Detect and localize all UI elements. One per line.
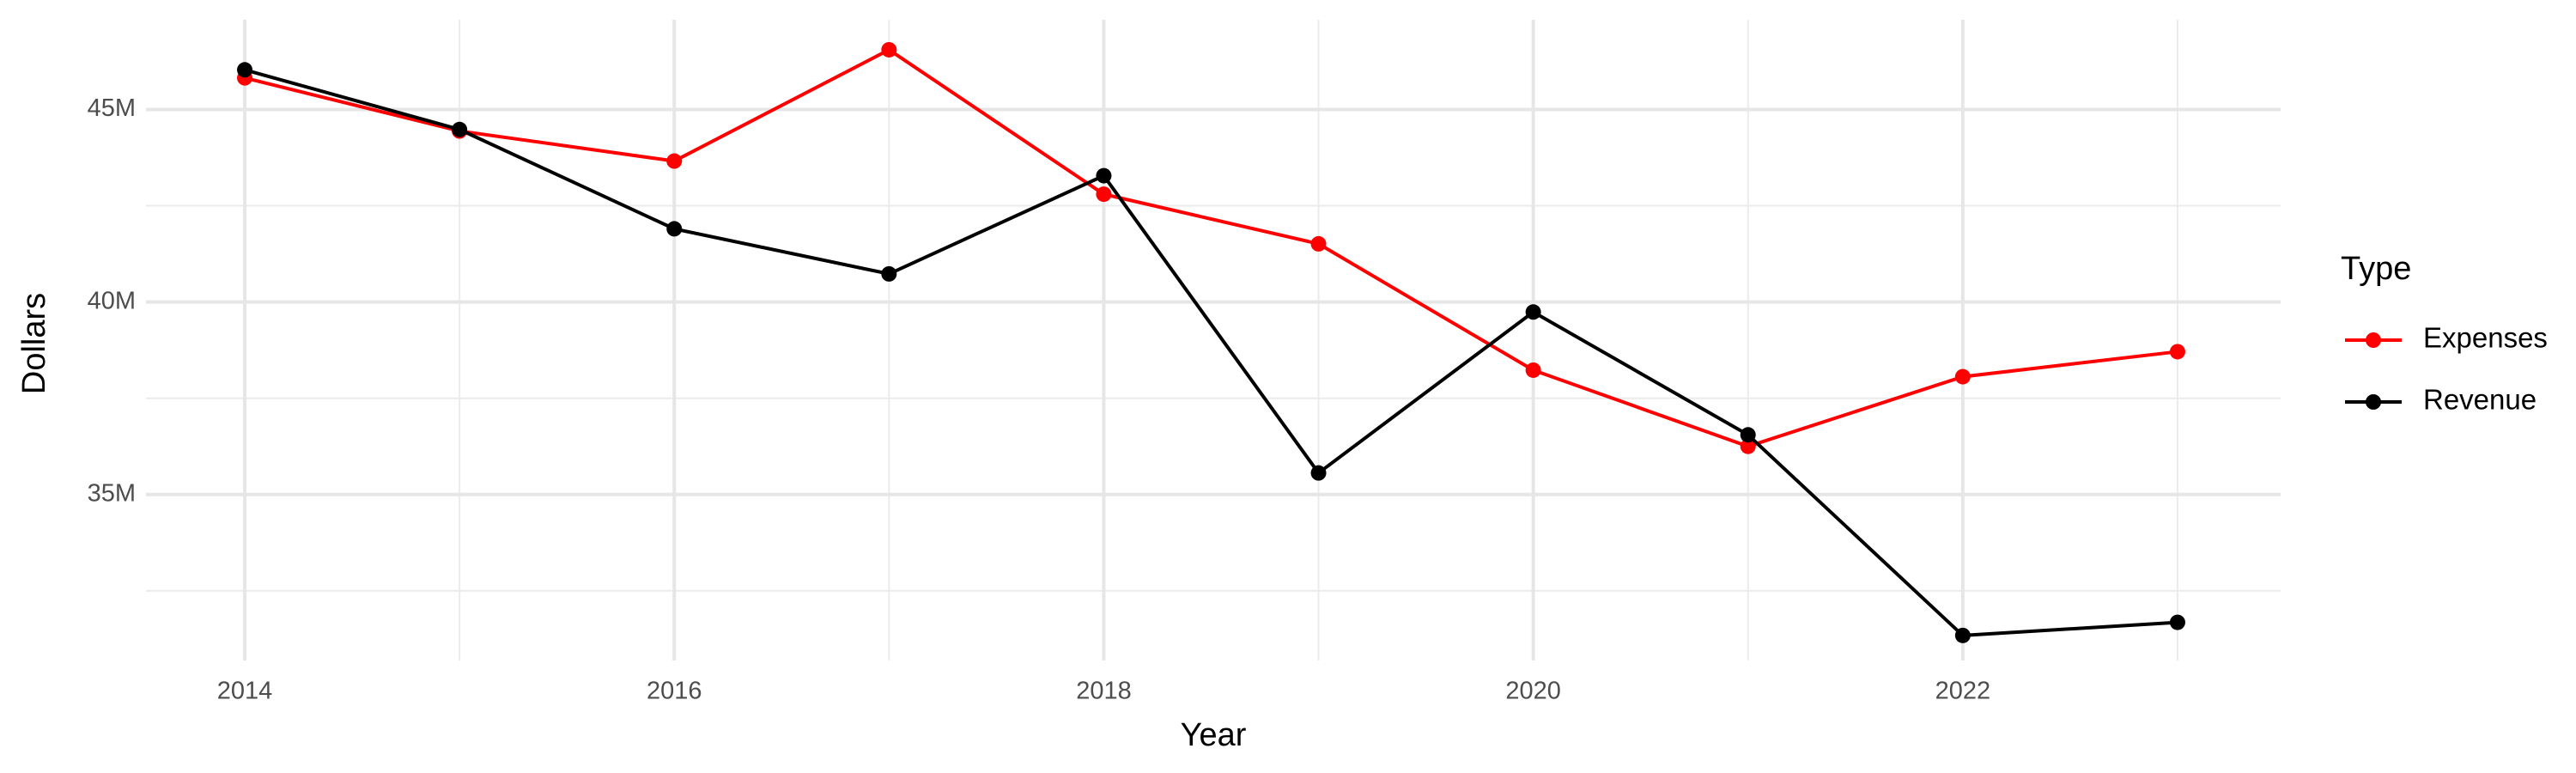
data-point [1525, 362, 1541, 378]
data-point [1954, 627, 1971, 643]
y-axis-title: Dollars [16, 293, 52, 394]
data-point [881, 265, 897, 282]
data-point [1096, 167, 1112, 184]
data-point [1310, 465, 1327, 481]
x-tick-label: 2022 [1935, 678, 1991, 705]
y-tick-label: 40M [88, 287, 136, 314]
x-axis-title: Year [1181, 717, 1247, 753]
y-tick-label: 35M [88, 479, 136, 507]
data-point [1740, 427, 1756, 443]
grid [146, 20, 2281, 660]
legend-title: Type [2341, 251, 2411, 287]
legend-label: Expenses [2423, 322, 2548, 354]
data-point [1525, 304, 1541, 320]
data-point [2169, 614, 2185, 630]
data-point [452, 121, 468, 137]
data-point [2169, 344, 2185, 360]
x-tick-label: 2018 [1076, 678, 1132, 705]
data-point [237, 62, 253, 78]
data-point [666, 153, 683, 169]
series-line [244, 68, 2178, 637]
legend-label: Revenue [2423, 384, 2537, 416]
x-tick-label: 2014 [217, 678, 273, 705]
x-tick-label: 2020 [1505, 678, 1561, 705]
data-point [881, 41, 897, 58]
legend-marker [2366, 332, 2381, 348]
legend-marker [2366, 394, 2381, 410]
data-point [1954, 368, 1971, 385]
data-point [1310, 235, 1327, 252]
series-line [244, 47, 2178, 448]
data-point [1096, 186, 1112, 203]
y-tick-label: 45M [88, 94, 136, 122]
x-tick-label: 2016 [647, 678, 702, 705]
data-point [1740, 438, 1756, 454]
data-point [666, 221, 683, 237]
